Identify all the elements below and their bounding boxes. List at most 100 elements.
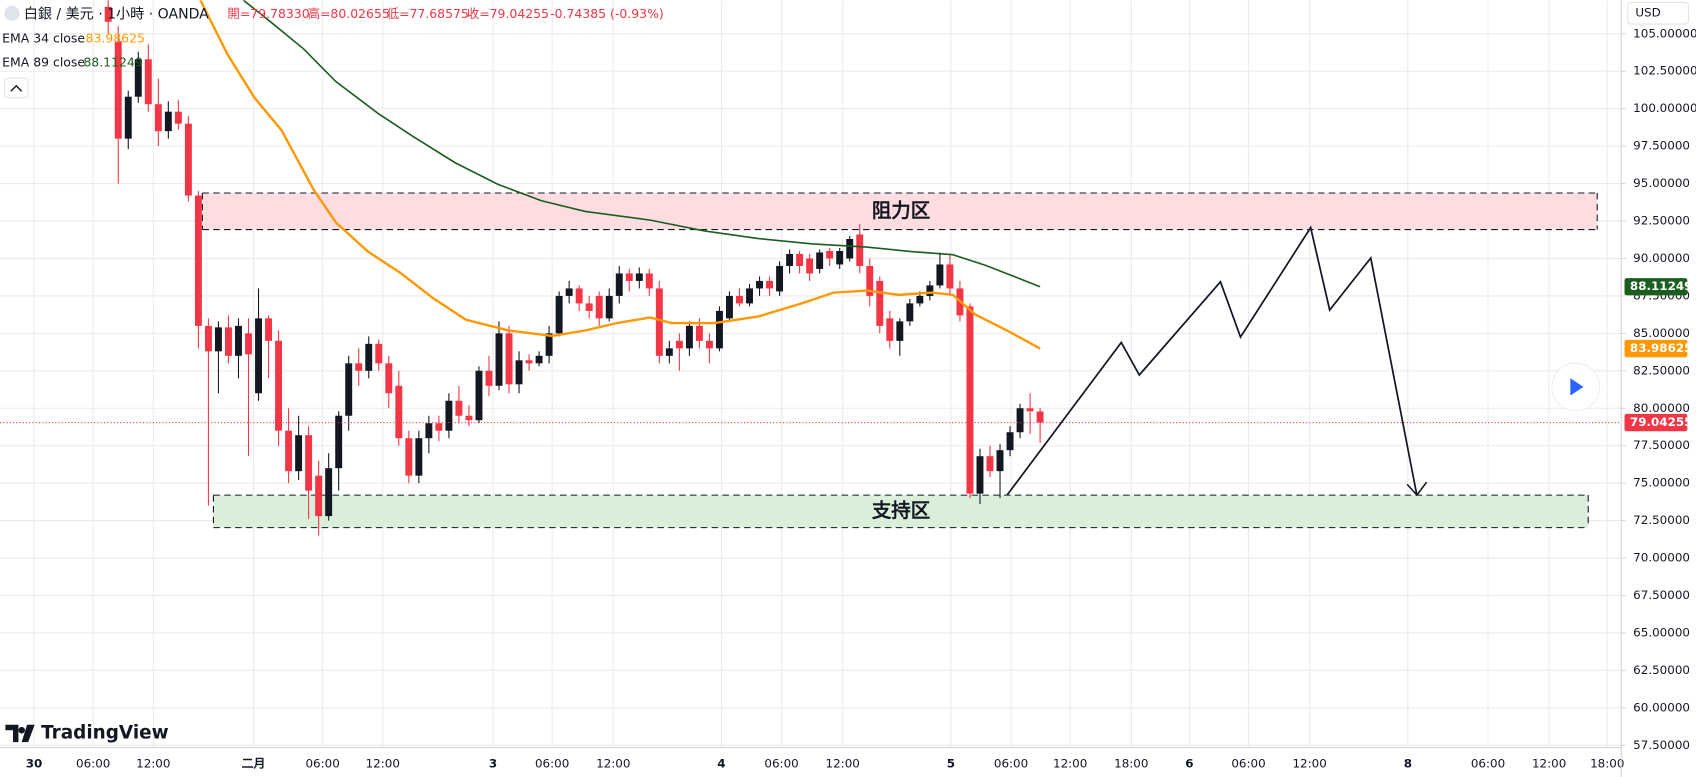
y-tick-label: 80.00000: [1633, 401, 1690, 415]
y-tick-label: 57.50000: [1633, 738, 1690, 752]
candle-body: [876, 280, 884, 326]
x-tick-label: 4: [717, 756, 725, 770]
candle-body: [655, 288, 663, 356]
x-tick-label: 06:00: [305, 756, 339, 770]
candle-body: [104, 6, 112, 22]
candle-body: [315, 475, 323, 517]
brand-logo: [5, 724, 35, 743]
collapse-button[interactable]: [3, 77, 29, 99]
candle-body: [174, 111, 182, 124]
candle-body: [395, 385, 403, 439]
candle-body: [575, 288, 583, 304]
x-tick-label: 06:00: [1231, 756, 1265, 770]
candle-body: [505, 333, 513, 385]
candle-body: [926, 285, 934, 296]
candle-body: [435, 423, 443, 431]
x-tick-label: 18:00: [1114, 756, 1148, 770]
candle-body: [515, 360, 523, 385]
x-tick-label: 06:00: [994, 756, 1028, 770]
candle-body: [245, 333, 252, 355]
candle-body: [946, 264, 954, 289]
y-tick-label: 90.00000: [1633, 251, 1690, 265]
candle-body: [134, 59, 142, 97]
currency-box[interactable]: [1627, 1, 1689, 25]
y-tick-label: 92.50000: [1633, 214, 1690, 228]
ema-line: [199, 0, 1041, 350]
x-tick-label: 06:00: [76, 756, 110, 770]
x-tick-label: 06:00: [1471, 756, 1505, 770]
zone-label: 阻力区: [872, 199, 930, 222]
candle-body: [585, 303, 593, 311]
candle-body: [375, 343, 383, 364]
currency: USD: [1635, 6, 1660, 20]
legend-name: EMA 89 close: [2, 55, 85, 70]
candle-body: [445, 400, 453, 431]
candle-body: [114, 41, 122, 139]
x-tick-label: 5: [947, 756, 955, 770]
candle-body: [495, 333, 503, 386]
candle-body: [224, 327, 232, 356]
candle-body: [715, 310, 723, 349]
candle-body: [726, 295, 733, 319]
candle-body: [295, 435, 303, 472]
candle-body: [705, 340, 713, 349]
candle-body: [164, 111, 172, 132]
candle-body: [906, 303, 914, 322]
candle-body: [756, 280, 763, 289]
zone: [202, 193, 1598, 230]
y-tick-label: 60.00000: [1633, 700, 1690, 714]
header: 白銀 / 美元 · 1小時 · OANDA 開=79.78330 高=80.02…: [4, 5, 664, 22]
y-tick-label: 67.50000: [1633, 588, 1690, 602]
candle-body: [685, 325, 693, 349]
price-tag: [1624, 339, 1688, 358]
candle-body: [565, 288, 573, 296]
candle-body: [766, 280, 774, 289]
zone-label: 支持区: [871, 499, 930, 522]
y-tick-label: 72.50000: [1633, 513, 1690, 527]
y-tick-label: 105.00000: [1633, 26, 1696, 40]
candle-body: [124, 96, 132, 139]
candle-body: [896, 321, 904, 341]
candle-body: [736, 295, 743, 304]
candle-body: [255, 318, 262, 394]
candle-body: [465, 415, 473, 421]
candle-body: [425, 423, 433, 439]
projection-line: [1006, 225, 1418, 496]
candle-body: [365, 343, 373, 371]
candle-body: [405, 438, 413, 476]
y-tick-label: 70.00000: [1633, 551, 1690, 565]
candle-body: [986, 456, 994, 472]
legend-value: 83.98625: [86, 31, 145, 46]
candle-body: [415, 438, 423, 476]
legend-value: 88.11249: [83, 55, 142, 70]
candle-body: [184, 123, 192, 196]
price-tag-label: 83.98625: [1630, 341, 1693, 355]
candle-body: [325, 468, 333, 517]
candle-body: [635, 273, 643, 281]
candle-body: [836, 250, 844, 265]
candle-body: [816, 252, 824, 269]
change: -0.74385 (-0.93%): [550, 6, 664, 21]
y-tick-label: 65.00000: [1633, 625, 1690, 639]
candle-body: [605, 295, 613, 319]
brand-name: TradingView: [41, 722, 169, 743]
candle-body: [265, 318, 273, 341]
x-tick-label: 12:00: [596, 756, 630, 770]
ohlc-open: 開=79.78330: [227, 6, 309, 21]
symbol: 白銀 / 美元 · 1小時 · OANDA: [24, 6, 209, 22]
candle-body: [786, 253, 794, 266]
x-tick-label: 6: [1185, 756, 1193, 770]
candle-body: [475, 370, 483, 421]
y-tick-label: 102.50000: [1633, 64, 1696, 78]
candle-body: [545, 333, 553, 356]
candle-body: [194, 195, 202, 326]
candle-body: [154, 104, 162, 132]
projection-arrowhead: [1406, 481, 1428, 497]
candle-body: [615, 273, 623, 296]
candle-body: [665, 348, 673, 356]
candle-body: [385, 363, 393, 394]
axes: 57.50000 60.00000 62.50000 65.00000 67.50000…: [26, 26, 1696, 770]
